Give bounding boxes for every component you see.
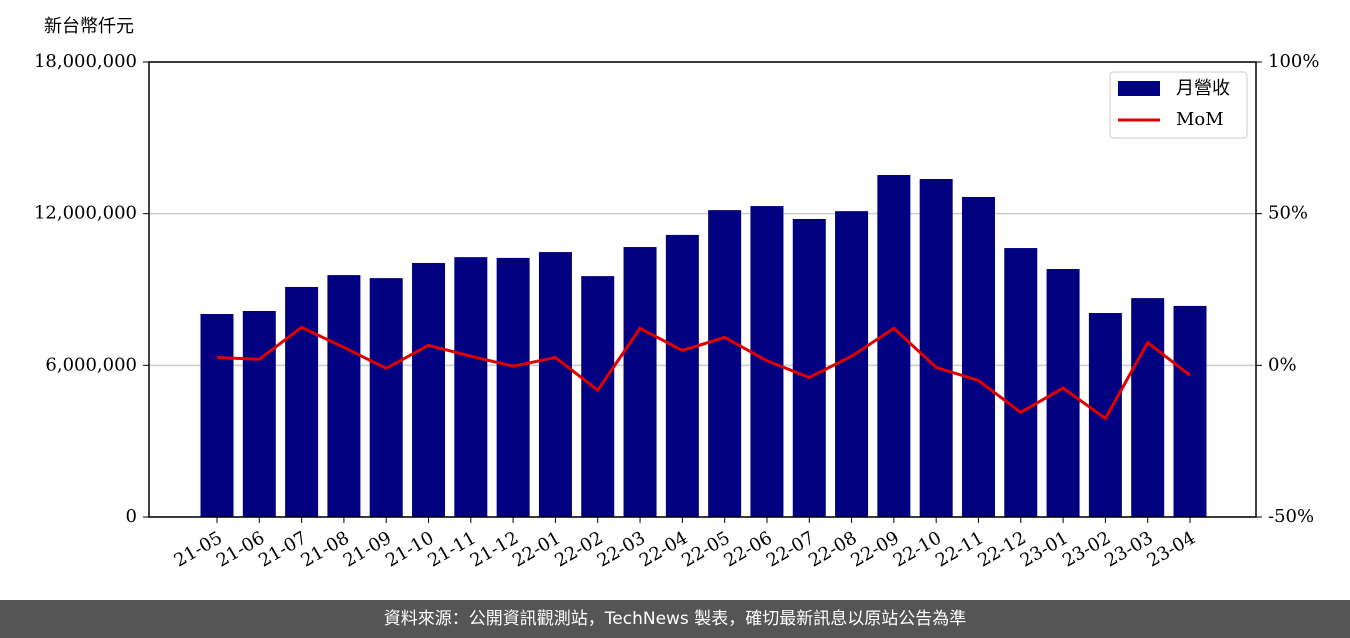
legend-swatch (1118, 81, 1160, 96)
bar (961, 196, 995, 517)
bar (581, 276, 615, 517)
line (216, 325, 1191, 421)
footer: 資料來源：公開資訊觀測站，TechNews 製表，確切最新訊息以原站公告為準 (0, 600, 1350, 638)
bar (623, 247, 657, 518)
legend-label: 月營收 (1176, 78, 1230, 99)
y2-tick-label: -50% (1268, 506, 1314, 527)
bar (538, 252, 572, 518)
y-tick-label: 18,000,000 (34, 51, 137, 72)
x-tick-label: 23-04 (1144, 527, 1199, 571)
plot-frame (148, 61, 1257, 518)
y2-tick-label: 50% (1268, 203, 1308, 224)
bar (1004, 248, 1038, 518)
bar (285, 286, 319, 517)
y-axis-label: 新台幣仟元 (44, 16, 134, 37)
y-tick-label: 0 (126, 506, 137, 527)
bar (327, 275, 361, 517)
bar (369, 278, 403, 517)
bar (200, 314, 234, 517)
bar (835, 211, 869, 517)
y2-tick-label: 0% (1268, 354, 1297, 375)
bar (1131, 298, 1165, 517)
legend-label: MoM (1176, 109, 1224, 130)
bar (454, 257, 488, 517)
bar (665, 234, 699, 517)
bar (1088, 313, 1122, 517)
chart: 新台幣仟元 0 6,000,000 12,000,000 18,000,000 -50%… (34, 16, 1320, 572)
y-tick-label: 6,000,000 (45, 354, 137, 375)
bar (412, 262, 446, 517)
bar (792, 218, 826, 517)
y-tick-label: 12,000,000 (34, 203, 137, 224)
bar (708, 210, 742, 517)
bar (877, 174, 911, 517)
y2-tick-label: 100% (1268, 51, 1319, 72)
bar (496, 257, 530, 517)
bar (919, 179, 953, 517)
bar (1173, 305, 1207, 517)
bar (242, 310, 276, 517)
